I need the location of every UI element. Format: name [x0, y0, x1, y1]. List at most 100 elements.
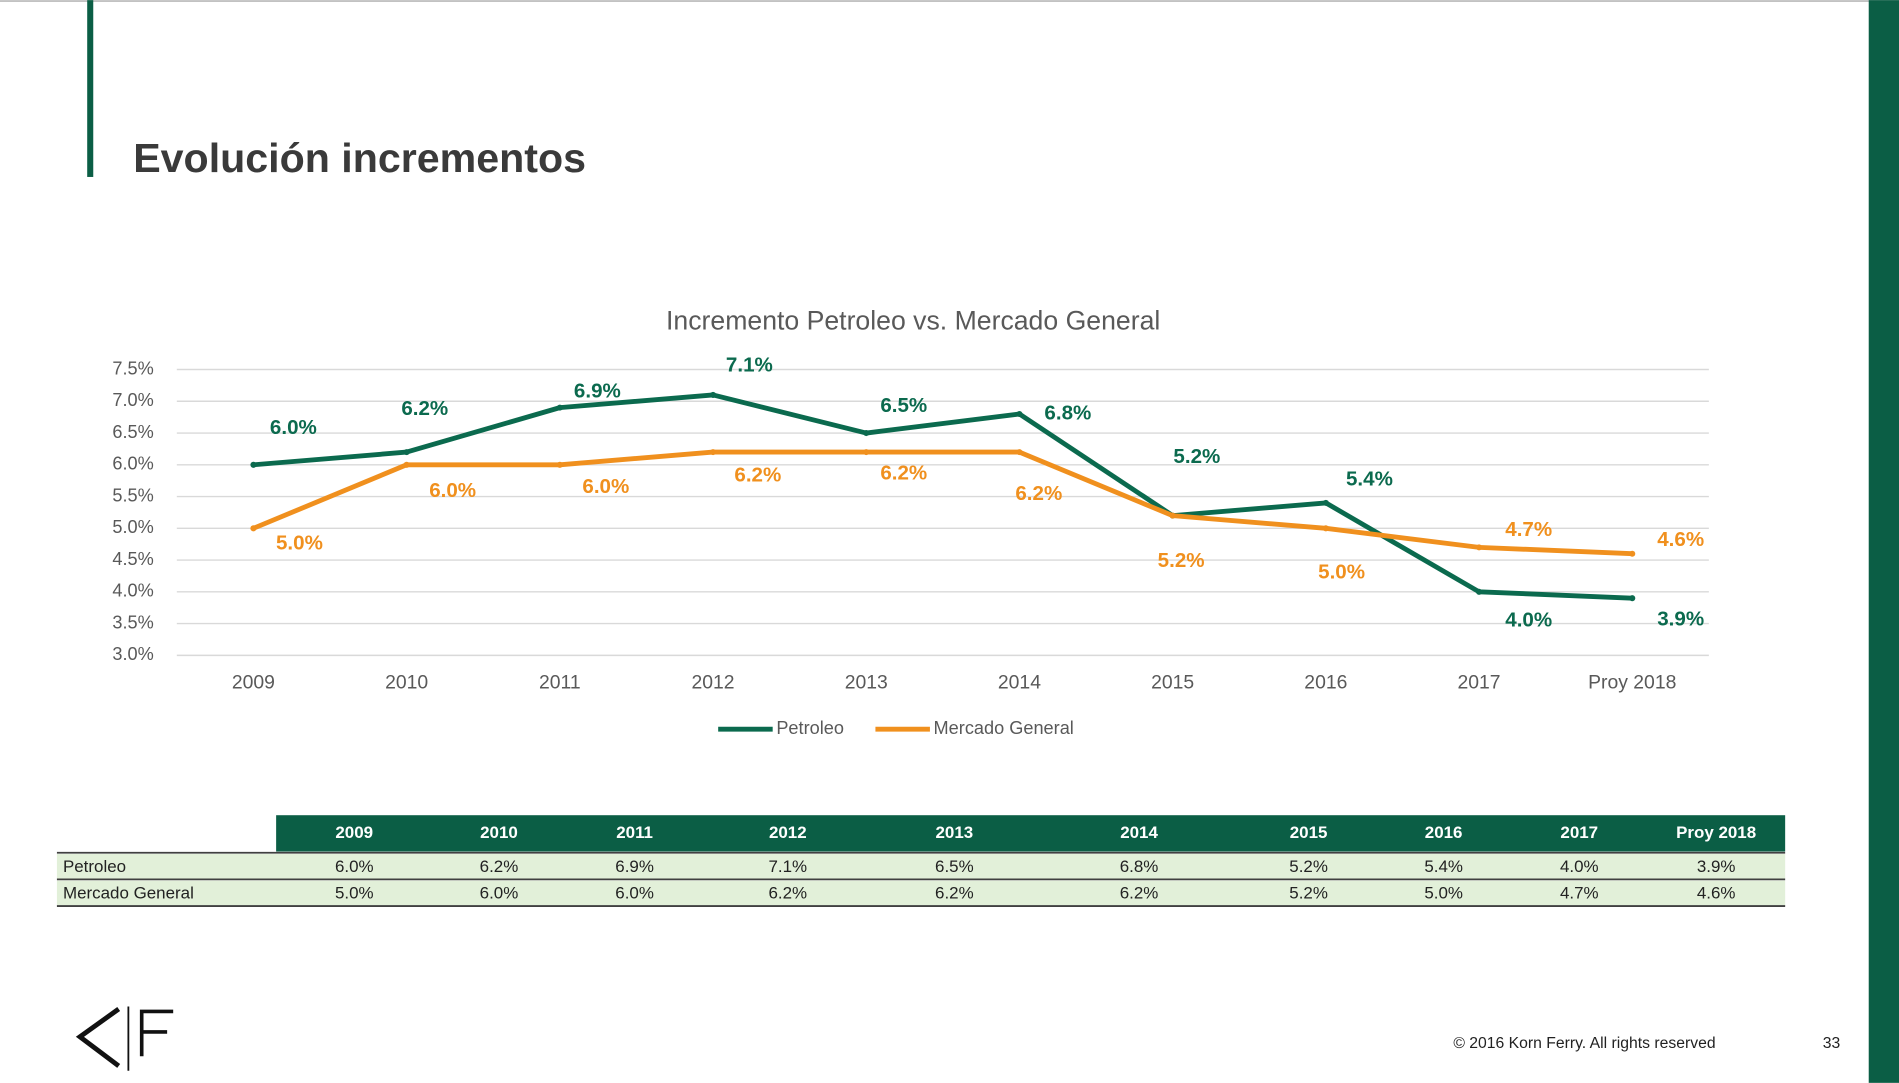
- legend-label: Mercado General: [934, 718, 1074, 738]
- point: [1476, 544, 1483, 551]
- data-label: 6.2%: [734, 464, 781, 487]
- data-label: 6.0%: [582, 475, 629, 498]
- data-label: 6.8%: [1044, 401, 1091, 424]
- data-label: 6.5%: [880, 394, 927, 417]
- point: [1322, 499, 1329, 506]
- data-label: 4.7%: [1505, 518, 1552, 541]
- table-cell: 6.2%: [769, 883, 808, 902]
- table-cell: 6.0%: [480, 883, 519, 902]
- data-label: 5.0%: [1318, 561, 1365, 584]
- x-tick-label: 2011: [539, 671, 581, 693]
- table-cell: 7.1%: [769, 857, 808, 876]
- y-tick-label: 4.5%: [112, 549, 153, 569]
- accent-bar: [87, 0, 94, 177]
- data-label: 3.9%: [1657, 607, 1704, 630]
- table-cell: 3.9%: [1697, 857, 1736, 876]
- table-cell: 4.6%: [1697, 883, 1736, 902]
- data-label: 5.2%: [1158, 549, 1205, 572]
- point: [1629, 595, 1636, 602]
- table-cell: Petroleo: [63, 857, 126, 876]
- table-header-cell: 2011: [616, 823, 653, 842]
- point: [1629, 550, 1636, 557]
- y-tick-label: 7.5%: [112, 358, 153, 378]
- logo-k: [75, 1007, 121, 1068]
- logo-f: [139, 1009, 174, 1057]
- x-tick-label: 2010: [385, 671, 428, 693]
- data-label: 6.2%: [1015, 482, 1062, 505]
- point: [1476, 588, 1483, 595]
- table-cell: 6.0%: [615, 883, 654, 902]
- chart-title: Incremento Petroleo vs. Mercado General: [666, 305, 1160, 335]
- table-cell: 4.0%: [1560, 857, 1599, 876]
- table-cell: 6.9%: [615, 857, 654, 876]
- table-header-cell: 2010: [480, 823, 518, 842]
- table-row-bg: [56, 880, 1786, 907]
- data-label: 4.0%: [1505, 608, 1552, 631]
- table-header-cell: 2015: [1290, 823, 1328, 842]
- table-cell: 5.0%: [1424, 883, 1463, 902]
- point: [1016, 449, 1023, 456]
- x-tick-label: Proy 2018: [1588, 671, 1676, 693]
- point: [403, 449, 410, 456]
- table-cell: 6.2%: [935, 883, 974, 902]
- data-label: 5.0%: [276, 531, 323, 554]
- x-tick-label: 2013: [845, 671, 888, 693]
- table-header-cell: 2009: [335, 823, 373, 842]
- x-tick-label: 2012: [691, 671, 734, 693]
- point: [556, 461, 563, 468]
- data-label: 7.1%: [726, 353, 773, 376]
- y-tick-label: 6.0%: [112, 454, 153, 474]
- point: [863, 430, 870, 437]
- table-cell: 6.2%: [1120, 883, 1159, 902]
- data-label: 6.2%: [880, 461, 927, 484]
- table-cell: 5.2%: [1289, 883, 1328, 902]
- point: [1322, 525, 1329, 532]
- point: [710, 449, 717, 456]
- point: [1016, 410, 1023, 418]
- series-line: [253, 392, 1633, 601]
- table-cell: 6.8%: [1120, 857, 1159, 876]
- x-tick-label: 2015: [1151, 671, 1194, 693]
- x-tick-label: 2017: [1458, 671, 1501, 693]
- point: [556, 404, 563, 411]
- right-band: [1868, 0, 1899, 1083]
- table-header-cell: 2017: [1560, 823, 1598, 842]
- table-cell: 6.0%: [335, 857, 374, 876]
- point: [710, 391, 717, 398]
- data-label: 5.2%: [1173, 445, 1220, 468]
- data-label: 4.6%: [1657, 528, 1704, 551]
- table-header-cell: 2013: [936, 823, 974, 842]
- table-row-bg: [56, 853, 1786, 880]
- table-header-cell: Proy 2018: [1676, 823, 1756, 842]
- series-line: [252, 449, 1633, 557]
- data-label: 6.2%: [401, 397, 448, 420]
- y-tick-label: 7.0%: [112, 390, 153, 410]
- point: [250, 461, 257, 468]
- table-header-cell: 2014: [1120, 823, 1158, 842]
- table-cell: 6.5%: [935, 857, 974, 876]
- y-tick-label: 4.0%: [112, 581, 153, 601]
- y-tick-label: 3.0%: [112, 644, 153, 664]
- table-cell: 6.2%: [480, 857, 519, 876]
- table-cell: Mercado General: [63, 883, 194, 902]
- table-header-bg: [276, 815, 1786, 852]
- y-tick-label: 6.5%: [112, 422, 153, 442]
- table-cell: 5.4%: [1424, 857, 1463, 876]
- table-cell: 4.7%: [1560, 883, 1599, 902]
- point: [1169, 512, 1176, 519]
- table-cell: 5.2%: [1289, 857, 1328, 876]
- legend-label: Petroleo: [776, 718, 844, 738]
- x-tick-label: 2009: [232, 671, 275, 693]
- data-label: 6.0%: [429, 479, 476, 502]
- y-tick-label: 5.5%: [112, 485, 153, 505]
- table-cell: 5.0%: [335, 883, 374, 902]
- table-header-cell: 2012: [769, 823, 807, 842]
- x-tick-label: 2016: [1304, 671, 1347, 693]
- point: [403, 461, 410, 468]
- table-header-cell: 2016: [1425, 823, 1463, 842]
- y-tick-label: 3.5%: [112, 612, 153, 632]
- data-label: 6.9%: [574, 379, 621, 402]
- data-label: 6.0%: [270, 416, 317, 439]
